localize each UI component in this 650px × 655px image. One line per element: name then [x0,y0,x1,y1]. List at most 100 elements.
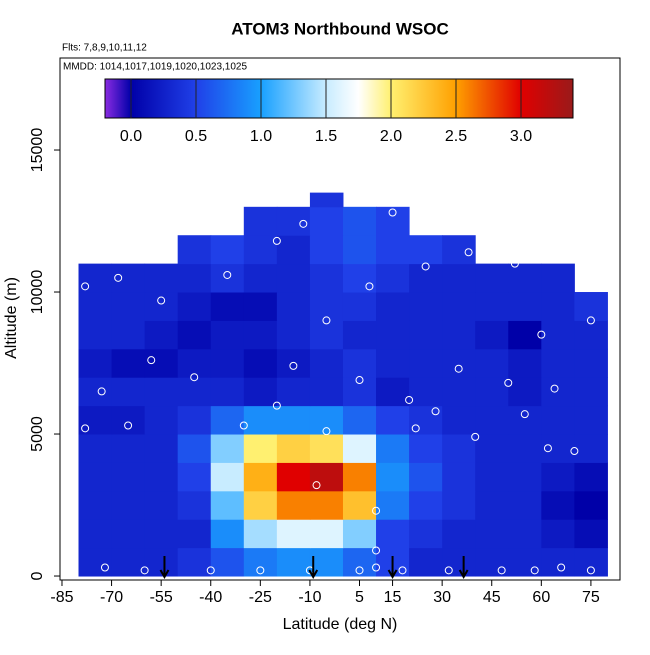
x-tick-label: 60 [532,589,550,606]
sample-point [206,566,215,575]
heatmap-cell [243,206,278,236]
x-tick-label: 30 [433,589,451,606]
heatmap [78,192,608,577]
heatmap-cell [541,405,575,435]
heatmap-cell [475,377,509,407]
heatmap-cell [210,377,245,407]
heatmap-cell [111,320,146,350]
colorbar-tick-label: 1.0 [250,128,272,145]
flight-arrow [159,556,170,580]
heatmap-cell [574,547,608,577]
heatmap-cell [210,235,245,265]
sample-point [97,387,106,396]
heatmap-cell [574,462,608,492]
sample-point [256,566,265,575]
heatmap-cell [541,320,575,350]
heatmap-cell [342,434,377,463]
heatmap-cell [342,490,377,520]
heatmap-cell [309,292,344,321]
flight-arrow [458,556,469,580]
heatmap-cell [276,206,311,236]
y-axis-label: Altitude (m) [3,277,20,359]
heatmap-cell [409,547,443,577]
heatmap-cell [508,490,542,520]
sample-point [355,376,364,385]
sample-point [355,566,364,575]
heatmap-cell [210,292,245,321]
heatmap-cell [177,462,212,492]
heatmap-cell [144,519,179,549]
sample-point [147,356,156,365]
heatmap-cell [276,263,311,293]
heatmap-cell [342,235,377,265]
heatmap-cell [78,263,113,293]
flight-arrow [387,556,398,580]
heatmap-cell [243,292,278,321]
x-tick-label: -10 [298,589,321,606]
sample-point [431,407,440,416]
heatmap-cell [508,405,542,435]
heatmap-cell [376,377,410,407]
heatmap-cell [508,348,542,378]
heatmap-cell [276,547,311,577]
heatmap-cell [475,320,509,350]
heatmap-cell [409,490,443,520]
heatmap-cell [276,292,311,321]
x-tick-label: 15 [384,589,402,606]
overlay [64,197,595,580]
sample-point [464,248,473,257]
sample-point [365,282,374,291]
heatmap-cell [508,263,542,293]
heatmap-cell [144,434,179,463]
heatmap-cell [475,263,509,293]
heatmap-cell [276,434,311,463]
heatmap-cell [177,434,212,463]
heatmap-cell [541,547,575,577]
x-tick-label: 45 [483,589,501,606]
sample-point [510,259,519,268]
heatmap-cell [541,462,575,492]
heatmap-cell [210,462,245,492]
heatmap-cell [475,547,509,577]
heatmap-cell [177,405,212,435]
sample-point [543,444,552,453]
sample-point [272,401,281,410]
heatmap-cell [475,490,509,520]
sample-point [438,197,447,206]
sample-point [157,296,166,305]
heatmap-cell [177,348,212,378]
heatmap-cell [508,547,542,577]
heatmap-cell [276,462,311,492]
sample-point [411,424,420,433]
subtitle: Flts: 7,8,9,10,11,12 [62,43,147,54]
heatmap-cell [111,377,146,407]
heatmap-cell [276,519,311,549]
heatmap-cell [111,263,146,293]
sample-point [530,566,539,575]
heatmap-cell [409,320,443,350]
sample-point [312,481,321,490]
heatmap-cell [309,348,344,378]
heatmap-cell [508,377,542,407]
heatmap-cell [144,292,179,321]
heatmap-cell [574,434,608,463]
heatmap-cell [342,320,377,350]
heatmap-cell [409,292,443,321]
heatmap-cell [574,377,608,407]
heatmap-cell [376,434,410,463]
heatmap-cell [309,263,344,293]
sample-point [537,330,546,339]
sample-point [299,219,308,228]
flight-arrow [308,556,319,580]
heatmap-cell [442,547,476,577]
heatmap-cell [177,547,212,577]
sample-point [372,546,381,555]
heatmap-cell [376,490,410,520]
heatmap-cell [376,405,410,435]
heatmap-cell [243,263,278,293]
heatmap-cell [574,348,608,378]
x-tick-label: -55 [150,589,173,606]
heatmap-cell [309,235,344,265]
sample-point [405,395,414,404]
